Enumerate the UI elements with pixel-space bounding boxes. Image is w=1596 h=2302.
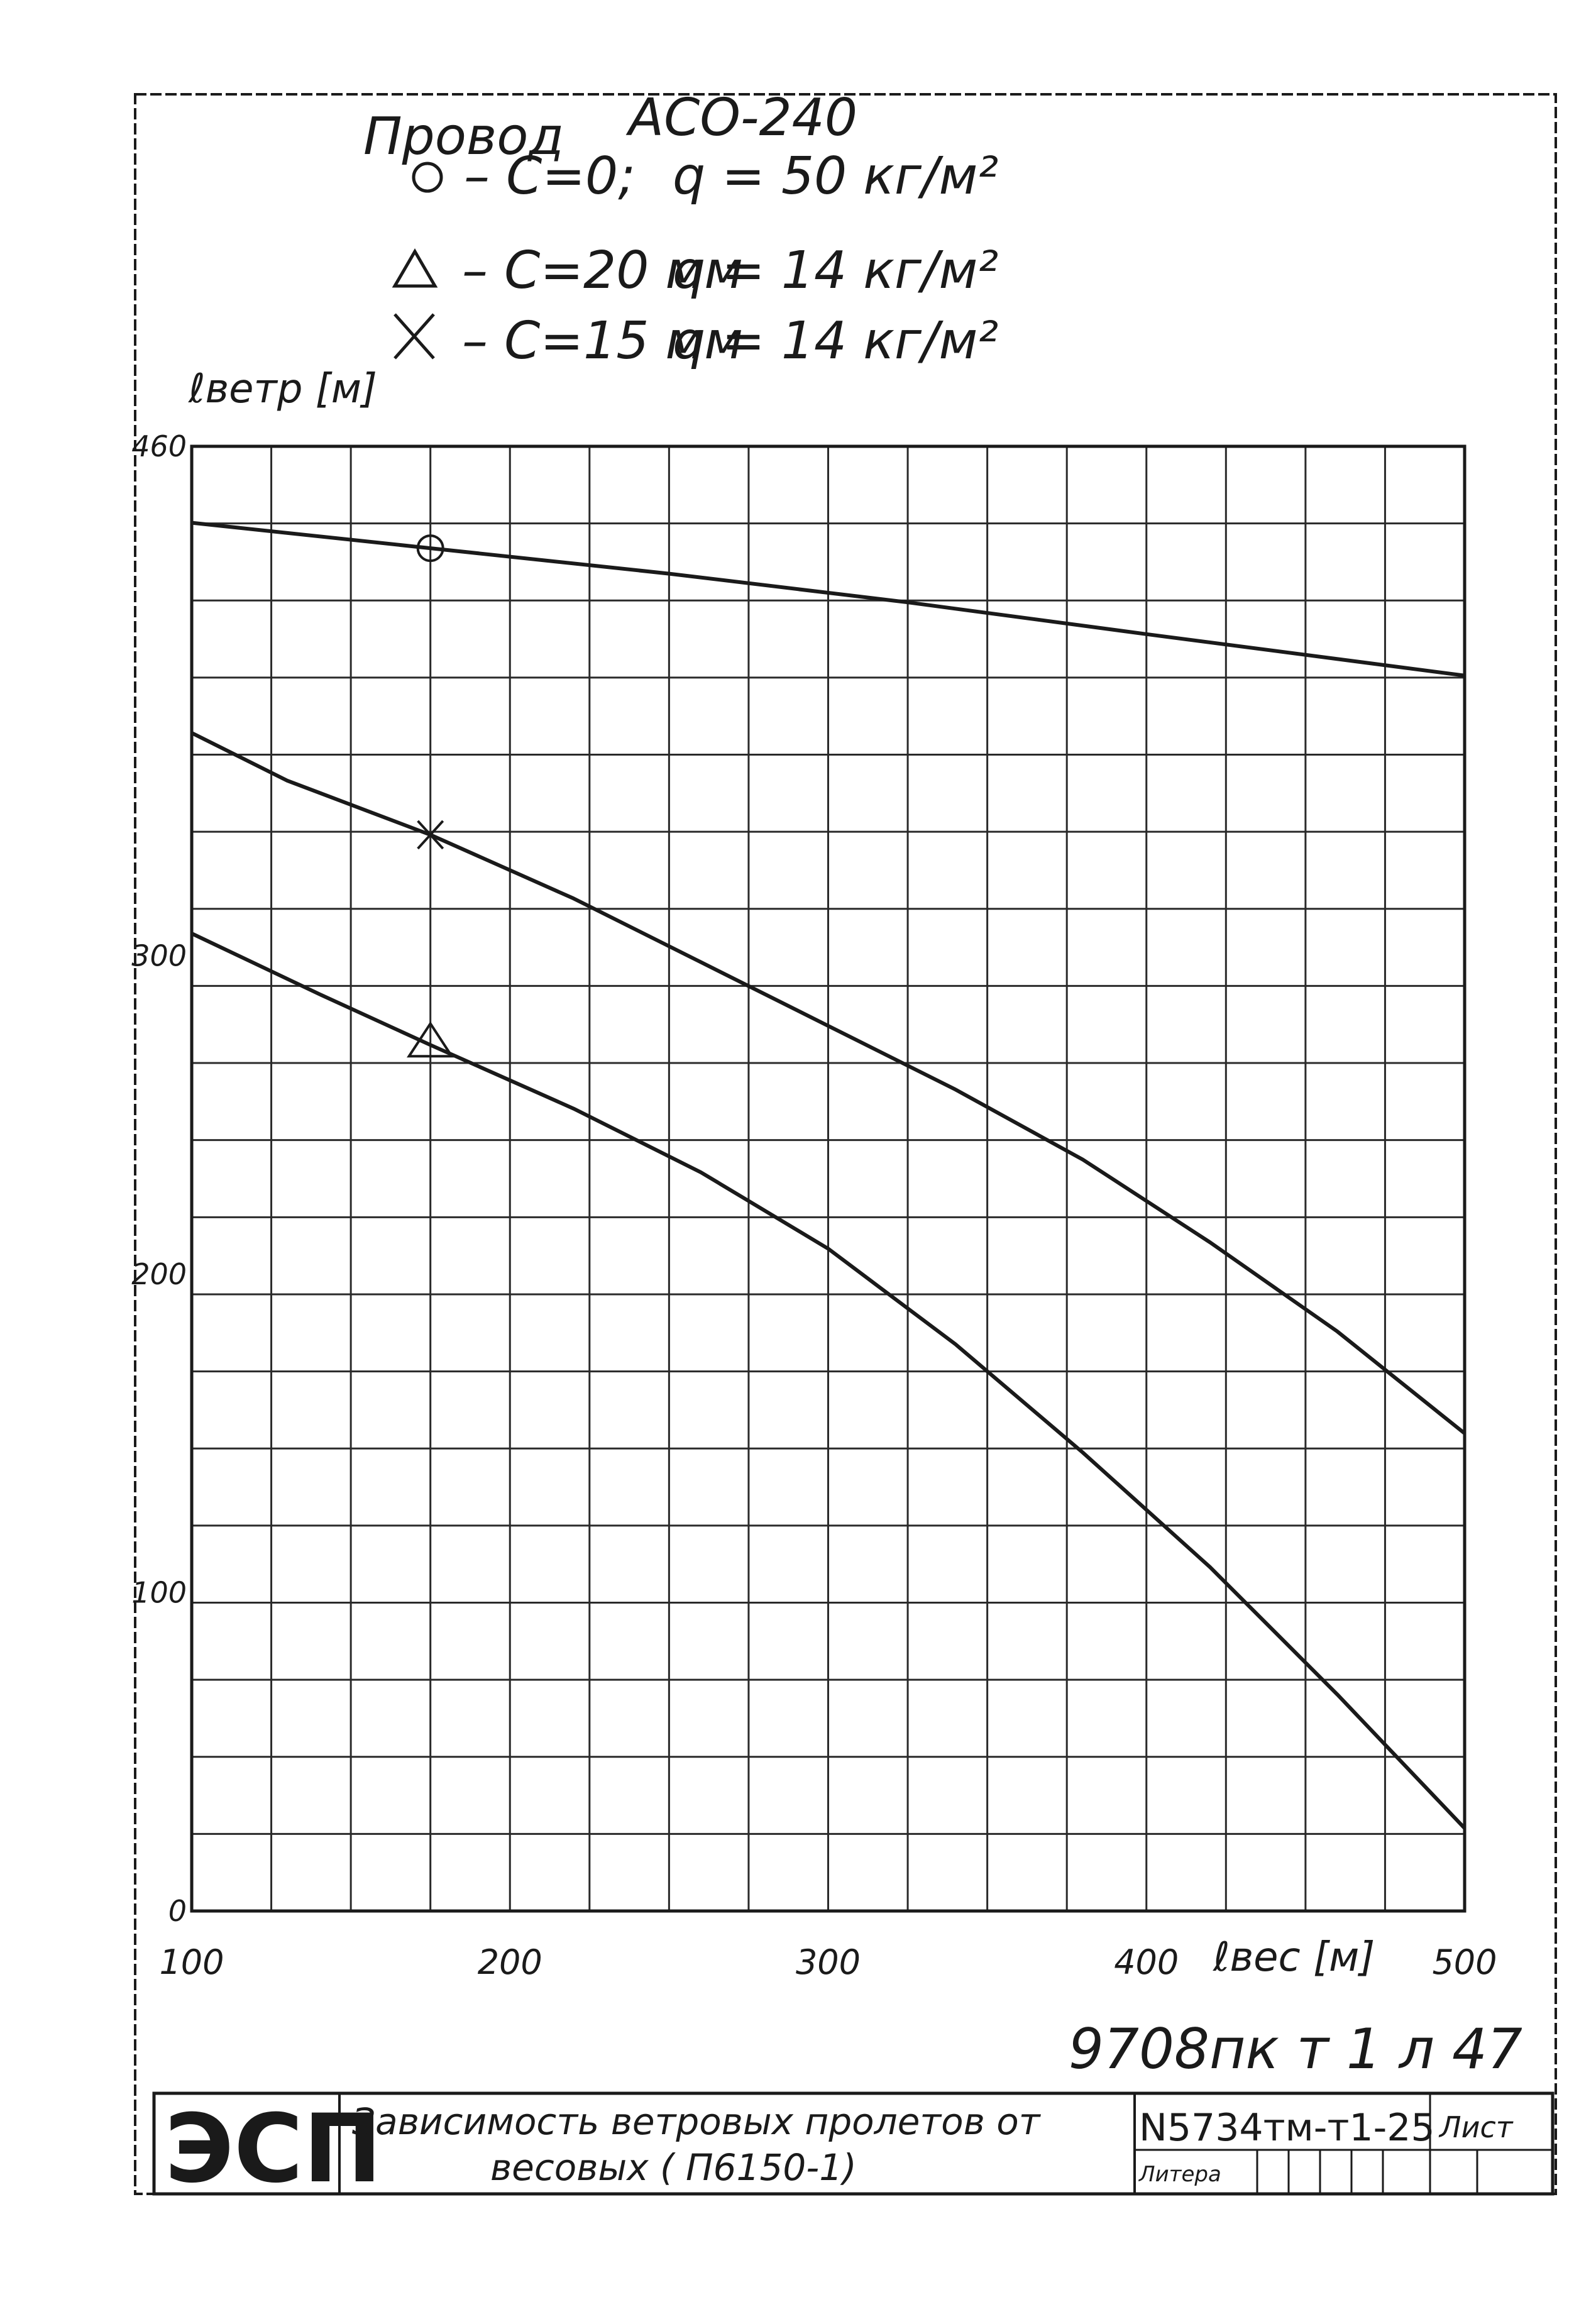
y-tick-label: 460 — [131, 429, 187, 463]
legend-label-3: – С=15 мм — [462, 311, 743, 371]
x-tick-label: 100 — [159, 1942, 224, 1982]
x-tick-label: 200 — [478, 1942, 542, 1982]
drawing-title-line1: Зависимость ветровых пролетов от — [352, 2100, 1042, 2143]
legend-cross-icon — [393, 313, 435, 360]
y-tick-labels: 460 300 200 100 0 — [131, 429, 187, 1928]
org-logo: ЭСП — [165, 2095, 382, 2204]
x-tick-labels: 100 200 300 400 500 — [159, 1942, 1497, 1982]
legend-load-3: q = 14 кг/м² — [673, 311, 998, 371]
y-tick-label: 200 — [131, 1257, 187, 1291]
y-tick-label: 100 — [131, 1575, 187, 1609]
drawing-code: N5734тм-т1-25 — [1139, 2106, 1435, 2150]
legend-title: Провод — [363, 107, 564, 167]
legend-circle-icon — [412, 162, 443, 193]
drawing-title-line2: весовых ( П6150-1) — [490, 2146, 857, 2189]
marker-layer — [406, 534, 454, 1058]
legend: Провод АСО-240 – С=0; q = 50 кг/м² – С=2… — [363, 88, 998, 371]
y-tick-label: 300 — [131, 939, 187, 972]
x-axis-label: ℓвес [м] — [1213, 1934, 1375, 1981]
marker-cross — [417, 820, 444, 850]
legend-load-1: q = 50 кг/м² — [673, 146, 998, 206]
legend-label-1: – С=0; — [464, 146, 636, 206]
legend-wire: АСО-240 — [625, 88, 857, 148]
series-line-circle — [191, 520, 1465, 678]
title-block: ЭСП Зависимость ветровых пролетов от вес… — [152, 2091, 1555, 2204]
x-tick-label: 400 — [1114, 1942, 1179, 1982]
litera-label: Литера — [1138, 2162, 1221, 2187]
y-axis-label: ℓветр [м] — [188, 366, 377, 412]
series-layer — [190, 520, 1467, 1830]
legend-label-2: – С=20 мм — [462, 241, 743, 300]
x-tick-label: 300 — [796, 1942, 861, 1982]
series-line-cross — [190, 731, 1466, 1435]
x-tick-label: 500 — [1432, 1942, 1497, 1982]
series-line-triangle — [190, 932, 1467, 1830]
legend-load-2: q = 14 кг/м² — [673, 241, 998, 300]
y-tick-label: 0 — [168, 1894, 187, 1928]
marker-triangle — [406, 1021, 454, 1058]
legend-triangle-icon — [392, 248, 438, 288]
chart-grid — [192, 446, 1465, 1911]
plot-frame — [190, 444, 1467, 1913]
archive-annotation: 9708пк т 1 л 47 — [1069, 2017, 1522, 2081]
sheet-label: Лист — [1438, 2110, 1514, 2144]
marker-circle — [416, 534, 444, 563]
